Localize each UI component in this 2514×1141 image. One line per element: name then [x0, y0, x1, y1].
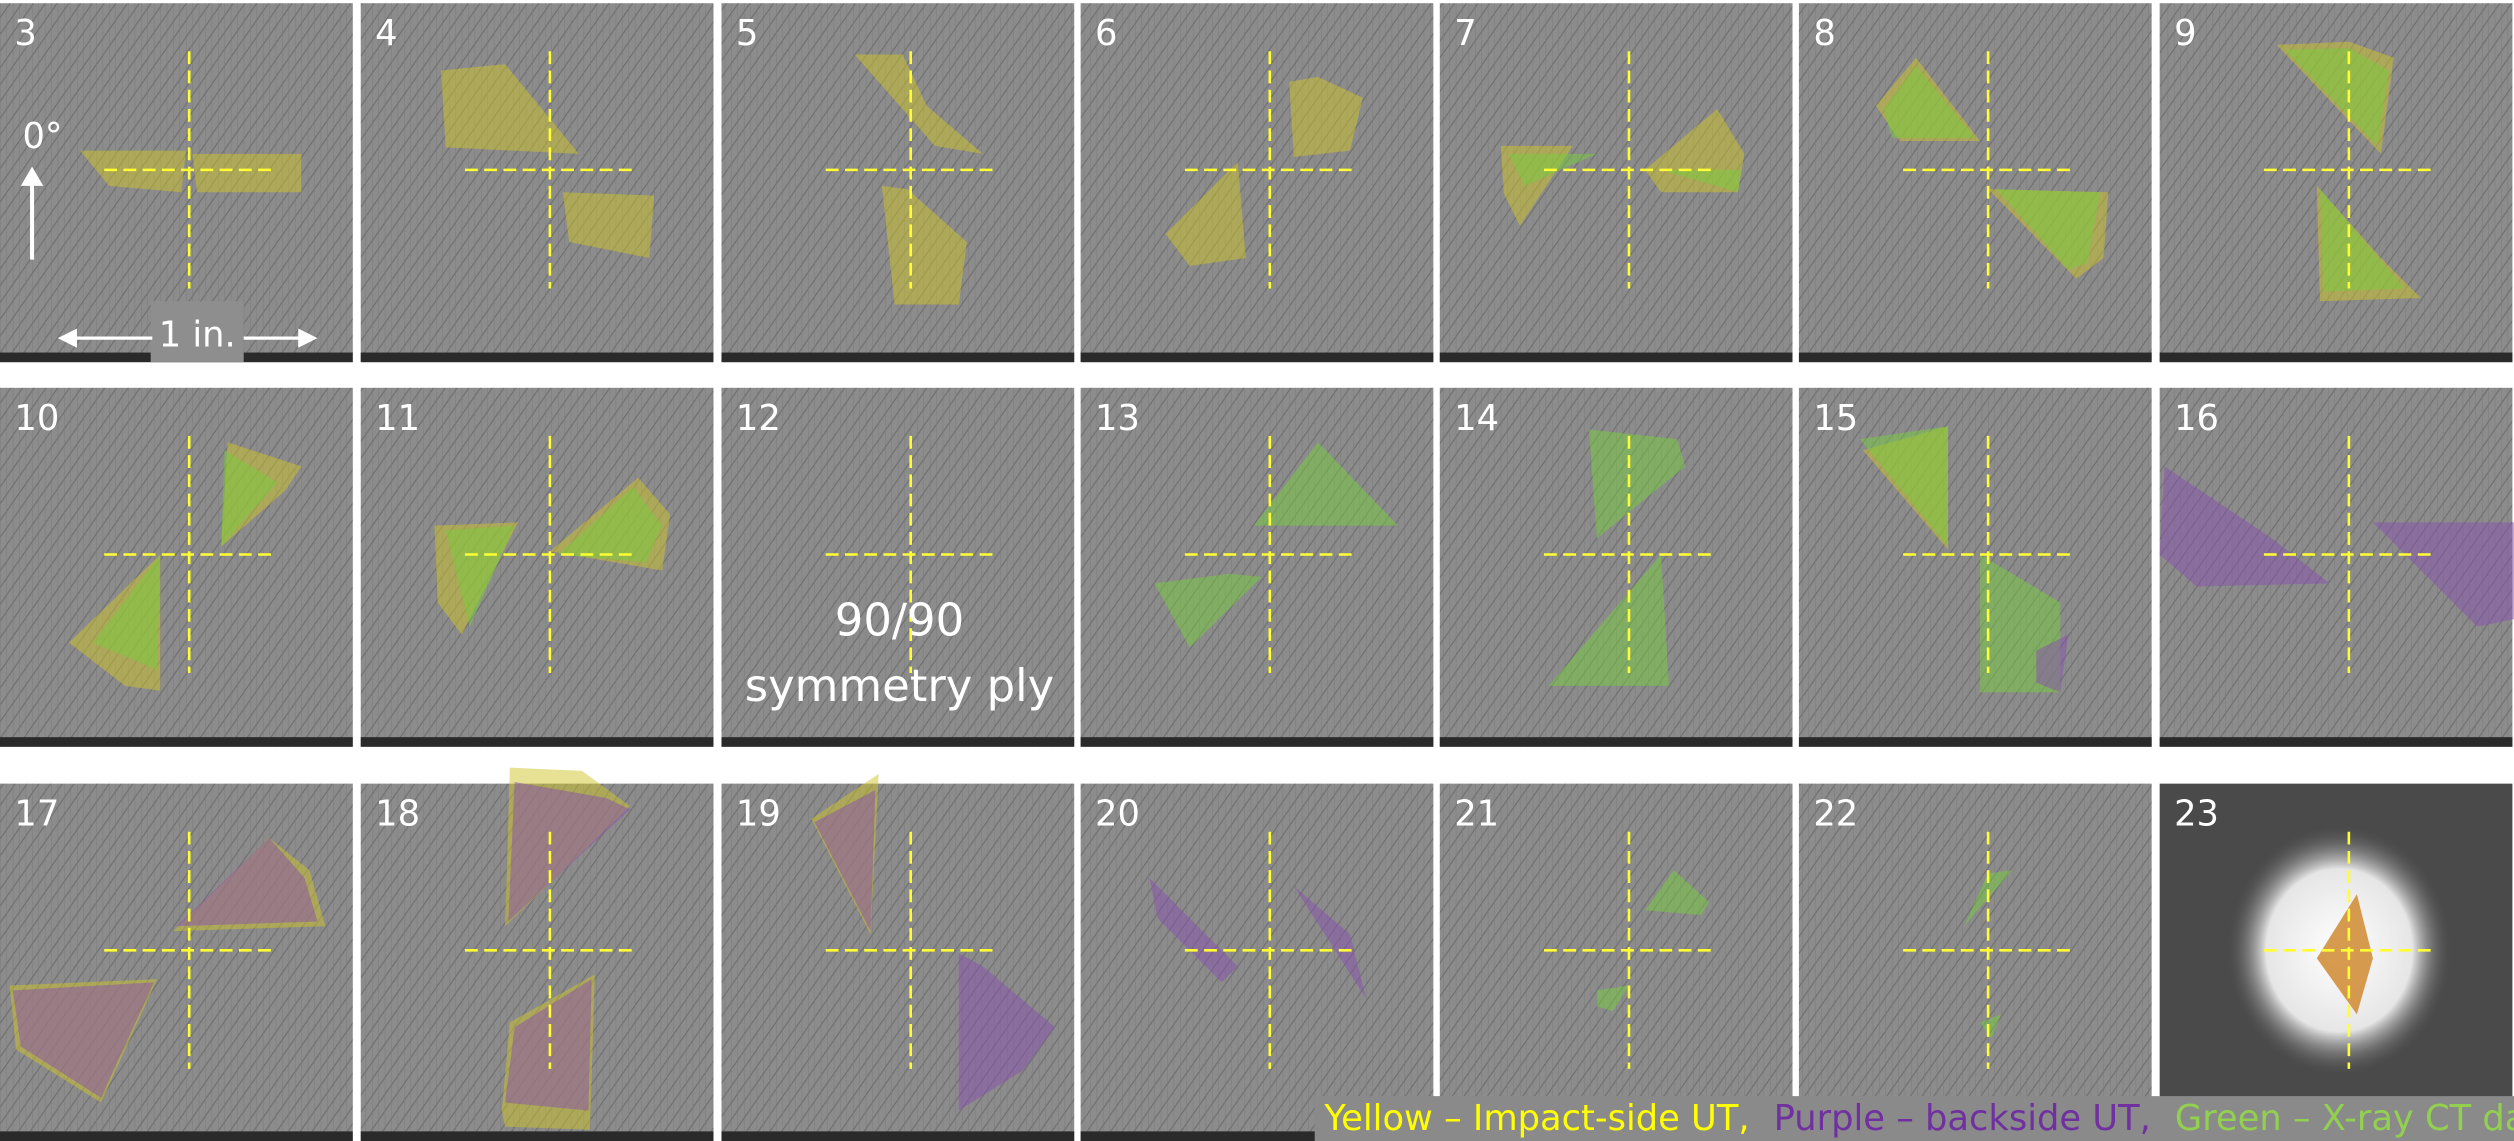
figure: 3 4 5 6 7 8 9 10 11 12 13 14 15 16 17 18 19 20 21 22 23 0° 1…: [0, 0, 2514, 1141]
panel-label: 4: [375, 13, 397, 54]
panel-label: 10: [14, 398, 59, 439]
panel-label: 22: [1813, 794, 1858, 835]
panel: 11: [361, 388, 714, 747]
scan-edge: [361, 353, 714, 363]
panel-label: 5: [736, 13, 758, 54]
scan-edge: [0, 1131, 353, 1141]
scan-edge: [721, 353, 1074, 363]
scan-texture: [1799, 784, 2152, 1141]
scan-edge: [2160, 737, 2513, 747]
panel-label: 12: [736, 398, 781, 439]
scan-edge: [1440, 353, 1793, 363]
panel: 21: [1440, 784, 1793, 1141]
panel-label: 14: [1454, 398, 1499, 439]
panel: 22: [1799, 784, 2152, 1141]
scan-edge: [1081, 737, 1434, 747]
scan-edge: [1799, 737, 2152, 747]
panel: 10: [0, 388, 353, 747]
scan-texture: [1081, 3, 1434, 362]
damage-overlay: [192, 154, 301, 192]
scan-edge: [1440, 737, 1793, 747]
scan-texture: [1081, 784, 1434, 1141]
scan-texture: [0, 388, 353, 747]
scan-texture: [1799, 388, 2152, 747]
panel: 20: [1081, 784, 1434, 1141]
scan-edge: [0, 737, 353, 747]
panel-grid: 3 4 5 6 7 8 9 10 11 12 13 14 15 16 17 18 19 20 21 22 23: [0, 3, 2514, 1141]
panel-label: 8: [1813, 13, 1835, 54]
panel: 7: [1440, 3, 1793, 362]
panel: 4: [361, 3, 714, 362]
scan-edge: [1081, 353, 1434, 363]
scan-texture: [1440, 3, 1793, 362]
panel-label: 11: [375, 398, 420, 439]
panel: 9: [2160, 3, 2513, 362]
panel: 8: [1799, 3, 2152, 362]
panel-label: 18: [375, 794, 420, 835]
scan-edge: [1799, 353, 2152, 363]
orientation-label: 0°: [22, 116, 62, 157]
panel-label: 16: [2174, 398, 2219, 439]
panel: 15: [1799, 388, 2152, 747]
scan-texture: [1081, 388, 1434, 747]
panel: 18: [361, 768, 714, 1141]
scan-edge: [361, 737, 714, 747]
annotation-line: 90/90: [835, 593, 964, 646]
panel-label: 7: [1454, 13, 1476, 54]
scan-edge: [721, 737, 1074, 747]
scan-texture: [0, 784, 353, 1141]
scan-texture: [361, 3, 714, 362]
scale-label: 1 in.: [159, 315, 236, 356]
panel-label: 6: [1095, 13, 1117, 54]
page: 3 4 5 6 7 8 9 10 11 12 13 14 15 16 17 18 19 20 21 22 23 0° 1…: [0, 0, 2514, 1141]
panel-label: 9: [2174, 13, 2196, 54]
panel: 6: [1081, 3, 1434, 362]
panel: 17: [0, 784, 353, 1141]
legend: Yellow – Impact-side UT, Purple – backsi…: [1323, 1098, 2514, 1139]
panel: 14: [1440, 388, 1793, 747]
panel-label: 19: [736, 794, 781, 835]
legend-entry: Yellow – Impact-side UT,: [1323, 1098, 1749, 1139]
panel-label: 17: [14, 794, 59, 835]
panel: 16: [2160, 388, 2514, 747]
panel-label: 13: [1095, 398, 1140, 439]
scan-edge: [721, 1131, 1074, 1141]
scan-edge: [361, 1131, 714, 1141]
scan-texture: [1440, 784, 1793, 1141]
panel-label: 15: [1813, 398, 1858, 439]
scan-texture: [1799, 3, 2152, 362]
annotation-line: symmetry ply: [745, 659, 1054, 712]
scan-texture: [721, 784, 1074, 1141]
legend-entry: Purple – backside UT,: [1774, 1098, 2151, 1139]
scan-edge: [2160, 353, 2513, 363]
panel-label: 21: [1454, 794, 1499, 835]
panel-label: 20: [1095, 794, 1140, 835]
panel: 13: [1081, 388, 1434, 747]
legend-entry: Green – X-ray CT data: [2175, 1098, 2514, 1139]
panel: 23: [2160, 784, 2513, 1141]
panel: 19: [721, 774, 1074, 1141]
panel: 5: [721, 3, 1074, 362]
panel-label: 23: [2174, 794, 2219, 835]
panel-label: 3: [14, 13, 36, 54]
